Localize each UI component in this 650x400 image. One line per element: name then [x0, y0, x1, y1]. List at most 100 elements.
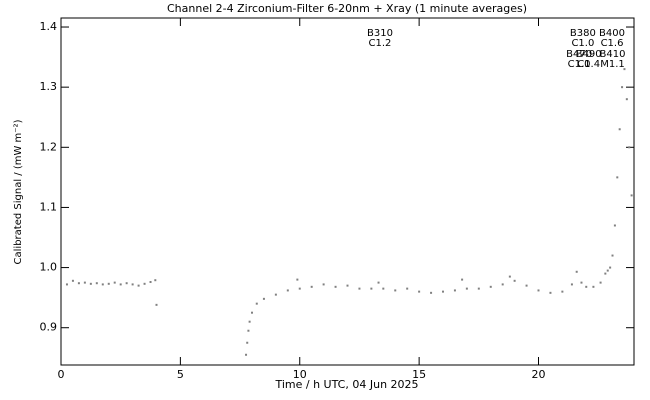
- flare-annotation: C1.6: [601, 38, 624, 49]
- data-point: [119, 283, 122, 286]
- data-point: [131, 283, 134, 286]
- data-point: [609, 266, 612, 269]
- y-axis-label: Calibrated Signal / (mW m⁻²): [13, 119, 24, 264]
- flare-annotation: B380: [570, 28, 596, 39]
- flare-annotation: B400: [599, 28, 625, 39]
- data-point: [358, 287, 361, 290]
- data-point: [89, 282, 92, 285]
- x-tick-label: 5: [177, 368, 184, 381]
- data-point: [77, 282, 80, 285]
- data-point: [83, 281, 86, 284]
- data-point: [513, 279, 516, 282]
- data-point: [465, 287, 468, 290]
- data-point: [430, 291, 433, 294]
- data-point: [625, 98, 628, 101]
- y-tick-label: 1.4: [40, 20, 58, 33]
- data-point: [298, 287, 301, 290]
- data-point: [489, 285, 492, 288]
- flare-annotation: M1.1: [600, 59, 625, 70]
- data-point: [125, 282, 128, 285]
- data-point: [248, 320, 251, 323]
- flare-annotation: C1.2: [369, 38, 392, 49]
- data-point: [334, 285, 337, 288]
- data-point: [570, 283, 573, 286]
- y-tick-label: 0.9: [40, 321, 58, 334]
- data-point: [143, 282, 146, 285]
- data-point: [310, 285, 313, 288]
- data-point: [618, 128, 621, 131]
- data-point: [382, 287, 385, 290]
- data-point: [346, 284, 349, 287]
- y-tick-label: 1.1: [40, 200, 58, 213]
- flare-annotation: C1.0: [568, 59, 591, 70]
- flare-annotation: B410: [600, 49, 626, 60]
- data-point: [616, 176, 619, 179]
- data-point: [599, 281, 602, 284]
- x-tick-label: 0: [58, 368, 65, 381]
- data-point: [630, 194, 633, 197]
- flare-annotation: B490: [576, 49, 602, 60]
- data-point: [628, 146, 631, 149]
- data-point: [453, 289, 456, 292]
- data-point: [394, 289, 397, 292]
- x-axis-label: Time / h UTC, 04 Jun 2025: [274, 378, 418, 391]
- chart-title: Channel 2-4 Zirconium-Filter 6-20nm + Xr…: [167, 2, 527, 15]
- y-tick-label: 1.2: [40, 140, 58, 153]
- data-point: [95, 282, 98, 285]
- data-point: [154, 279, 157, 282]
- data-point: [322, 283, 325, 286]
- x-tick-label: 20: [532, 368, 546, 381]
- data-point: [477, 287, 480, 290]
- flare-annotation: B470: [566, 49, 592, 60]
- data-point: [575, 270, 578, 273]
- data-point: [71, 279, 74, 282]
- data-point: [537, 289, 540, 292]
- plot-frame: [60, 17, 635, 366]
- data-point: [149, 281, 152, 284]
- data-point: [623, 68, 626, 71]
- data-point: [585, 285, 588, 288]
- flare-annotation: C1.4: [577, 59, 600, 70]
- data-point: [633, 218, 635, 221]
- data-point: [604, 272, 607, 275]
- data-point: [613, 224, 616, 227]
- data-point: [377, 281, 380, 284]
- data-point: [370, 287, 373, 290]
- data-point: [262, 297, 265, 300]
- data-point: [113, 281, 116, 284]
- data-point: [621, 86, 624, 89]
- data-point: [296, 278, 299, 281]
- data-point: [65, 283, 68, 286]
- data-point: [255, 302, 258, 305]
- data-point: [549, 291, 552, 294]
- data-point: [101, 283, 104, 286]
- y-tick-label: 1.0: [40, 261, 58, 274]
- data-point: [508, 275, 511, 278]
- data-point: [251, 311, 253, 314]
- data-point: [611, 254, 614, 257]
- data-point: [245, 353, 248, 356]
- data-point: [561, 290, 564, 293]
- x-tick-label: 10: [293, 368, 307, 381]
- data-point: [246, 341, 249, 344]
- data-point: [247, 329, 250, 332]
- x-tick-label: 15: [412, 368, 426, 381]
- y-tick-label: 1.3: [40, 80, 58, 93]
- data-point: [60, 281, 62, 284]
- data-point: [274, 293, 277, 296]
- data-point: [286, 289, 289, 292]
- flare-annotation: B310: [367, 28, 393, 39]
- data-point: [442, 290, 444, 293]
- data-point: [461, 278, 464, 281]
- data-point: [418, 290, 421, 293]
- data-point: [501, 283, 504, 286]
- data-point: [580, 281, 583, 284]
- data-point: [525, 284, 528, 287]
- data-point: [107, 282, 110, 285]
- data-point: [592, 285, 595, 288]
- data-point: [137, 284, 140, 287]
- data-point: [406, 287, 409, 290]
- data-point: [606, 269, 609, 272]
